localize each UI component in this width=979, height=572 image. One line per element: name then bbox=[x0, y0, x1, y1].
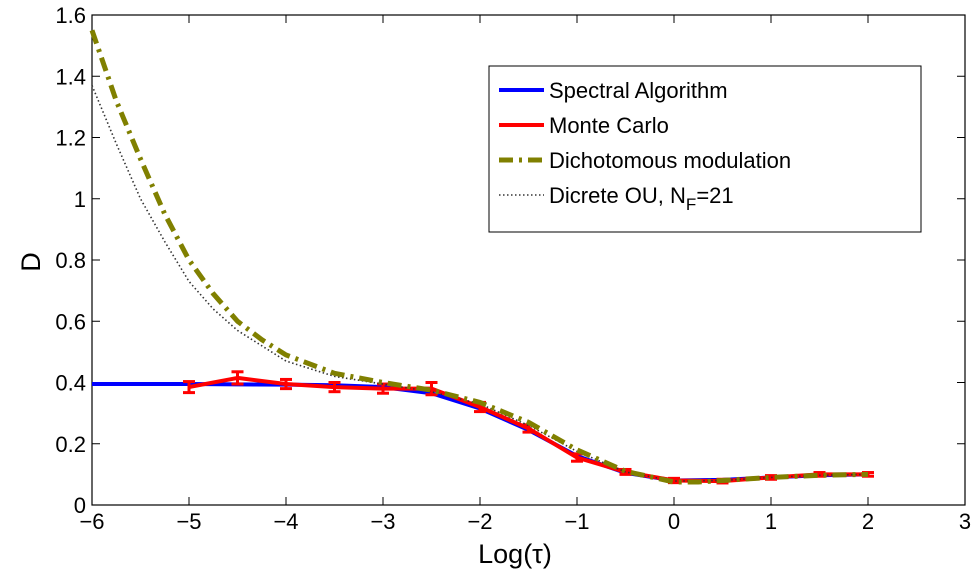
y-tick-label: 0.2 bbox=[55, 432, 86, 457]
y-tick-label: 0.6 bbox=[55, 309, 86, 334]
series-line-3 bbox=[91, 85, 869, 482]
legend-label-3: Dicrete OU, NF=21 bbox=[549, 183, 734, 214]
axis-ticks: −6 −5 −4 −3 −2 −1 0 1 2 3 0 0.2 0.4 0.6 0.8 1 1.2 1.4 1.6 bbox=[55, 3, 971, 534]
x-tick-label: 3 bbox=[959, 509, 971, 534]
legend-label-1: Monte Carlo bbox=[549, 113, 669, 138]
legend: Spectral Algorithm Monte Carlo Dichotomous… bbox=[488, 65, 922, 233]
y-axis-title: D bbox=[16, 252, 46, 272]
x-tick-label: −6 bbox=[79, 509, 104, 534]
series-layer bbox=[89, 29, 874, 485]
y-tick-label: 1 bbox=[74, 187, 86, 212]
series-line-2 bbox=[89, 29, 869, 485]
legend-label-0: Spectral Algorithm bbox=[549, 78, 728, 103]
x-tick-label: 1 bbox=[765, 509, 777, 534]
x-tick-label: −4 bbox=[273, 509, 298, 534]
y-tick-label: 0.4 bbox=[55, 371, 86, 396]
x-tick-label: 2 bbox=[862, 509, 874, 534]
x-tick-label: −5 bbox=[176, 509, 201, 534]
y-tick-label: 1.2 bbox=[55, 126, 86, 151]
y-tick-label: 0.8 bbox=[55, 248, 86, 273]
x-axis-title: Log(τ) bbox=[478, 539, 552, 569]
y-tick-label: 1.6 bbox=[55, 3, 86, 28]
x-tick-label: 0 bbox=[668, 509, 680, 534]
legend-box bbox=[488, 65, 922, 233]
x-tick-label: −1 bbox=[564, 509, 589, 534]
legend-label-2: Dichotomous modulation bbox=[549, 148, 791, 173]
x-tick-label: −3 bbox=[370, 509, 395, 534]
y-tick-label: 1.4 bbox=[55, 64, 86, 89]
x-tick-label: −2 bbox=[467, 509, 492, 534]
y-tick-label: 0 bbox=[74, 493, 86, 518]
